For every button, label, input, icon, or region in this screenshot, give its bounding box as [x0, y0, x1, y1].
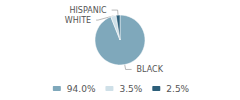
svg-text:3.5%: 3.5% — [119, 84, 142, 94]
svg-text:2.5%: 2.5% — [166, 84, 189, 94]
svg-text:BLACK: BLACK — [137, 65, 164, 74]
svg-text:HISPANIC: HISPANIC — [69, 6, 107, 15]
svg-text:WHITE: WHITE — [65, 16, 91, 25]
svg-text:94.0%: 94.0% — [67, 84, 96, 94]
